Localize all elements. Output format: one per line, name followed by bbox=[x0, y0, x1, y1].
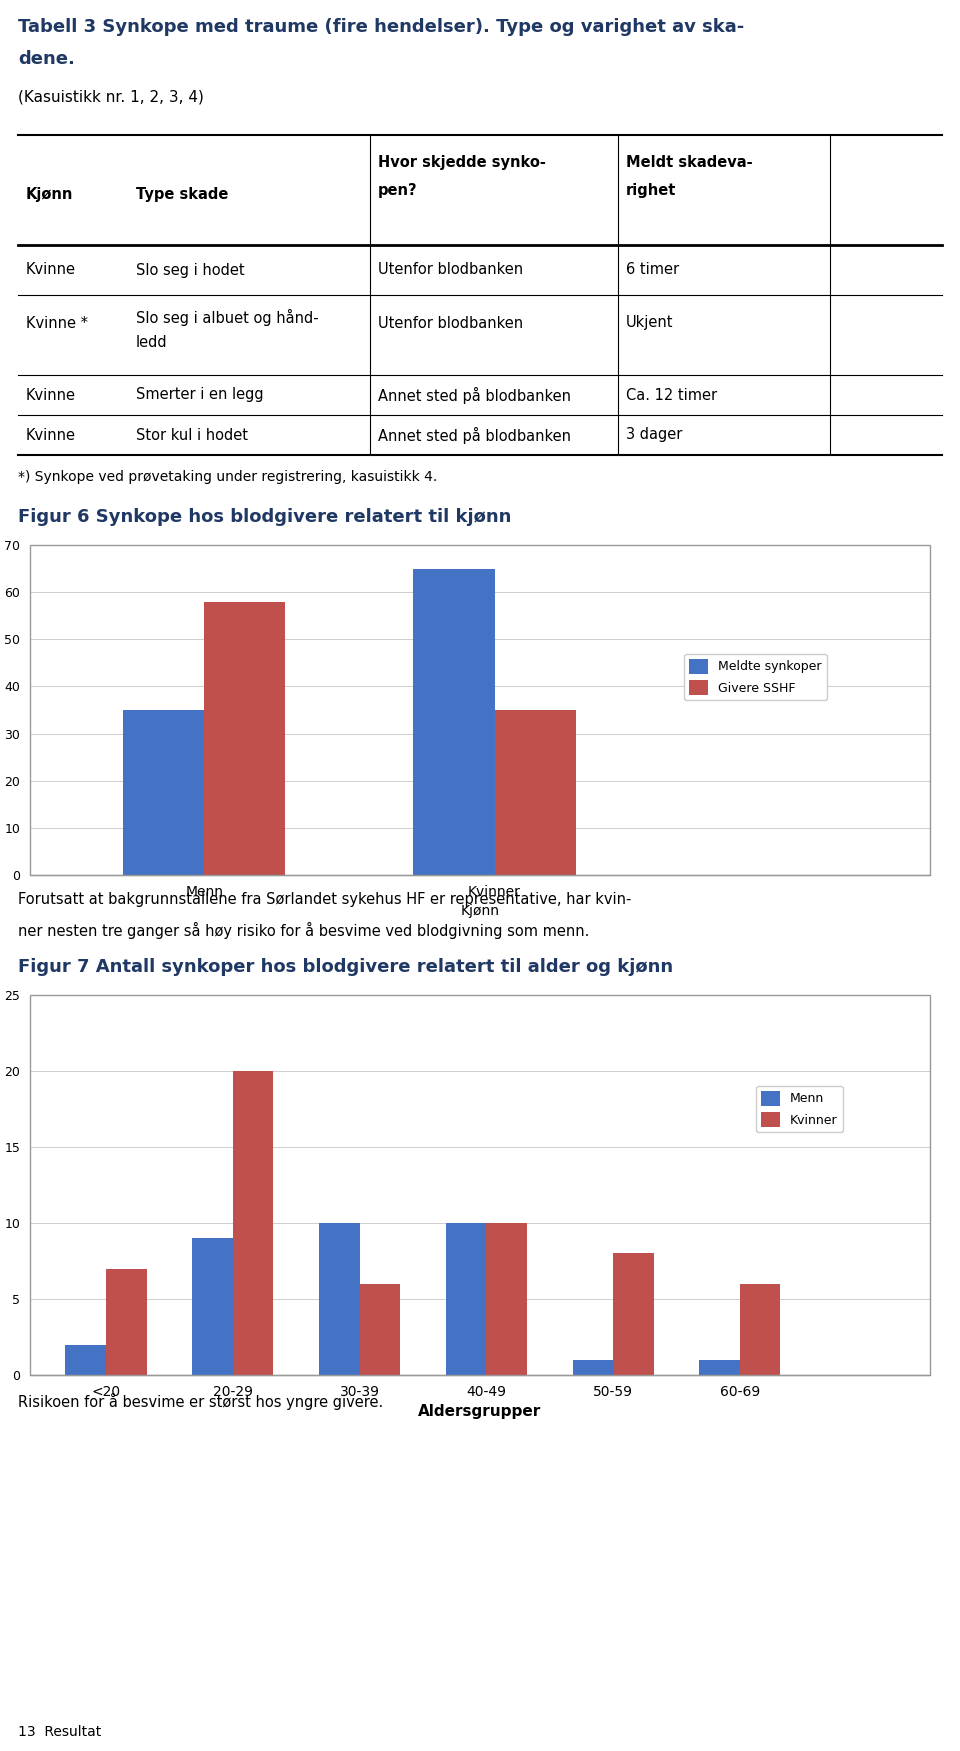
Text: righet: righet bbox=[626, 184, 677, 198]
Bar bbox=[413, 569, 494, 876]
Bar bbox=[204, 602, 285, 876]
Bar bbox=[740, 1283, 780, 1375]
Text: Ca. 12 timer: Ca. 12 timer bbox=[626, 387, 717, 403]
X-axis label: Aldersgrupper: Aldersgrupper bbox=[419, 1404, 541, 1420]
Legend: Menn, Kvinner: Menn, Kvinner bbox=[756, 1086, 843, 1133]
Text: ledd: ledd bbox=[136, 334, 168, 350]
X-axis label: Kjønn: Kjønn bbox=[461, 904, 499, 918]
Bar bbox=[699, 1361, 740, 1375]
Text: Stor kul i hodet: Stor kul i hodet bbox=[136, 427, 248, 443]
Text: dene.: dene. bbox=[18, 51, 75, 68]
Text: 6 timer: 6 timer bbox=[626, 263, 679, 277]
Text: Kjønn: Kjønn bbox=[26, 187, 73, 203]
Bar bbox=[123, 709, 204, 876]
Bar bbox=[487, 1222, 527, 1375]
Text: Slo seg i albuet og hånd-: Slo seg i albuet og hånd- bbox=[136, 308, 319, 326]
Text: Utenfor blodbanken: Utenfor blodbanken bbox=[378, 263, 523, 277]
Text: Utenfor blodbanken: Utenfor blodbanken bbox=[378, 315, 523, 331]
Text: Smerter i en legg: Smerter i en legg bbox=[136, 387, 264, 403]
Text: Kvinne *: Kvinne * bbox=[26, 315, 88, 331]
Text: Annet sted på blodbanken: Annet sted på blodbanken bbox=[378, 387, 571, 403]
Text: Hvor skjedde synko-: Hvor skjedde synko- bbox=[378, 156, 546, 170]
Text: Ukjent: Ukjent bbox=[626, 315, 674, 331]
Text: pen?: pen? bbox=[378, 184, 418, 198]
Bar bbox=[192, 1238, 233, 1375]
Text: Figur 7 Antall synkoper hos blodgivere relatert til alder og kjønn: Figur 7 Antall synkoper hos blodgivere r… bbox=[18, 958, 673, 975]
Bar bbox=[233, 1072, 274, 1375]
Text: Kvinne: Kvinne bbox=[26, 387, 76, 403]
Text: Kvinne: Kvinne bbox=[26, 427, 76, 443]
Text: Tabell 3 Synkope med traume (fire hendelser). Type og varighet av ska-: Tabell 3 Synkope med traume (fire hendel… bbox=[18, 18, 744, 37]
Text: Meldt skadeva-: Meldt skadeva- bbox=[626, 156, 753, 170]
Bar bbox=[613, 1254, 654, 1375]
Bar bbox=[445, 1222, 487, 1375]
Bar bbox=[360, 1283, 400, 1375]
Text: 13  Resultat: 13 Resultat bbox=[18, 1725, 101, 1739]
Text: 3 dager: 3 dager bbox=[626, 427, 683, 443]
Bar bbox=[319, 1222, 360, 1375]
Bar bbox=[65, 1345, 106, 1375]
Bar bbox=[572, 1361, 613, 1375]
Text: Type skade: Type skade bbox=[136, 187, 228, 203]
Text: (Kasuistikk nr. 1, 2, 3, 4): (Kasuistikk nr. 1, 2, 3, 4) bbox=[18, 89, 204, 105]
Text: Kvinne: Kvinne bbox=[26, 263, 76, 277]
Text: Figur 6 Synkope hos blodgivere relatert til kjønn: Figur 6 Synkope hos blodgivere relatert … bbox=[18, 508, 512, 525]
Bar bbox=[106, 1269, 147, 1375]
Text: *) Synkope ved prøvetaking under registrering, kasuistikk 4.: *) Synkope ved prøvetaking under registr… bbox=[18, 469, 437, 483]
Text: Slo seg i hodet: Slo seg i hodet bbox=[136, 263, 245, 277]
Text: Forutsatt at bakgrunnstallene fra Sørlandet sykehus HF er representative, har kv: Forutsatt at bakgrunnstallene fra Sørlan… bbox=[18, 891, 632, 907]
Text: Risikoen for å besvime er størst hos yngre givere.: Risikoen for å besvime er størst hos yng… bbox=[18, 1394, 383, 1410]
Bar bbox=[494, 709, 576, 876]
Legend: Meldte synkoper, Givere SSHF: Meldte synkoper, Givere SSHF bbox=[684, 653, 827, 700]
Text: Annet sted på blodbanken: Annet sted på blodbanken bbox=[378, 427, 571, 443]
Text: ner nesten tre ganger så høy risiko for å besvime ved blodgivning som menn.: ner nesten tre ganger så høy risiko for … bbox=[18, 923, 589, 939]
